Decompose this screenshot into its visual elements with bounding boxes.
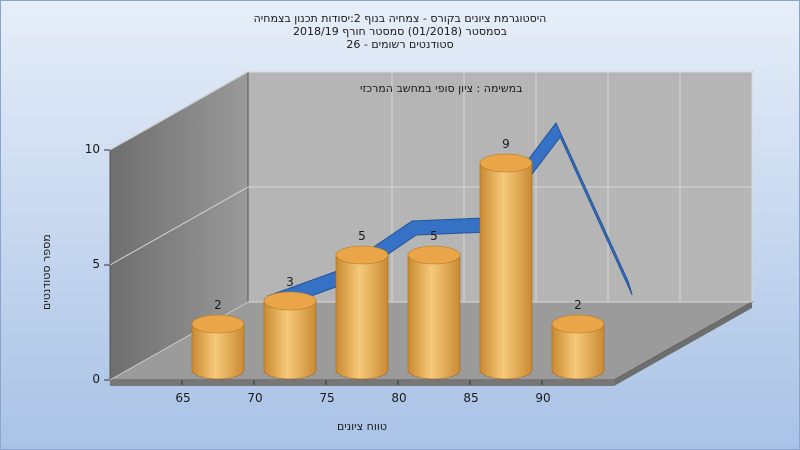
y-tick-label: 10 xyxy=(84,142,100,156)
y-axis-ticks xyxy=(104,149,543,385)
x-tick-label: 70 xyxy=(247,391,263,405)
bar-top xyxy=(335,245,389,265)
bar-value-label: 3 xyxy=(286,275,294,289)
bar-5 xyxy=(551,314,605,380)
chart-title-line-3: סטודנטים רשומים - 26 xyxy=(346,38,454,51)
bar-top xyxy=(191,314,245,334)
bar-body xyxy=(479,162,533,380)
x-tick-label: 75 xyxy=(319,391,335,405)
bar-3 xyxy=(407,245,461,380)
grid-line-side xyxy=(109,186,249,266)
bar-top xyxy=(407,245,461,265)
bars-group xyxy=(191,153,605,380)
bar-value-label: 9 xyxy=(502,137,510,151)
bar-body xyxy=(551,323,605,380)
y-tick-label: 5 xyxy=(92,257,100,271)
bar-1 xyxy=(263,291,317,380)
grid-line-side xyxy=(109,301,249,381)
bar-value-label: 5 xyxy=(430,229,438,243)
x-tick-label: 90 xyxy=(535,391,551,405)
bar-body xyxy=(191,323,245,380)
x-tick-label: 80 xyxy=(391,391,407,405)
bar-value-label: 2 xyxy=(214,298,222,312)
bar-0 xyxy=(191,314,245,380)
bar-body xyxy=(335,254,389,380)
x-tick-label: 65 xyxy=(175,391,191,405)
chart-title-line-1: היסטוגרמת ציונים בקורס - צמחיה בנוף 2:יס… xyxy=(253,12,547,25)
bar-top xyxy=(551,314,605,334)
bar-body xyxy=(263,300,317,380)
floor-edge-right xyxy=(614,302,752,386)
bar-top xyxy=(263,291,317,311)
bar-body xyxy=(407,254,461,380)
x-axis-label: טווח ציונים xyxy=(337,420,387,433)
bar-value-label: 2 xyxy=(574,298,582,312)
y-tick-label: 0 xyxy=(92,372,100,386)
floor-edge-front xyxy=(110,380,614,386)
chart-title-line-2: בסמסטר (01/2018) סמסטר חורף 2018/19 xyxy=(293,25,507,38)
bar-value-label: 5 xyxy=(358,229,366,243)
bar-4 xyxy=(479,153,533,380)
y-axis-label: מספר סטודנטים xyxy=(40,234,53,310)
bar-top xyxy=(479,153,533,173)
x-tick-label: 85 xyxy=(463,391,479,405)
bar-2 xyxy=(335,245,389,380)
grid-line-side xyxy=(109,71,249,151)
chart-annotation: במשימה : ציון סופי במחשב המרכזי xyxy=(360,82,523,95)
